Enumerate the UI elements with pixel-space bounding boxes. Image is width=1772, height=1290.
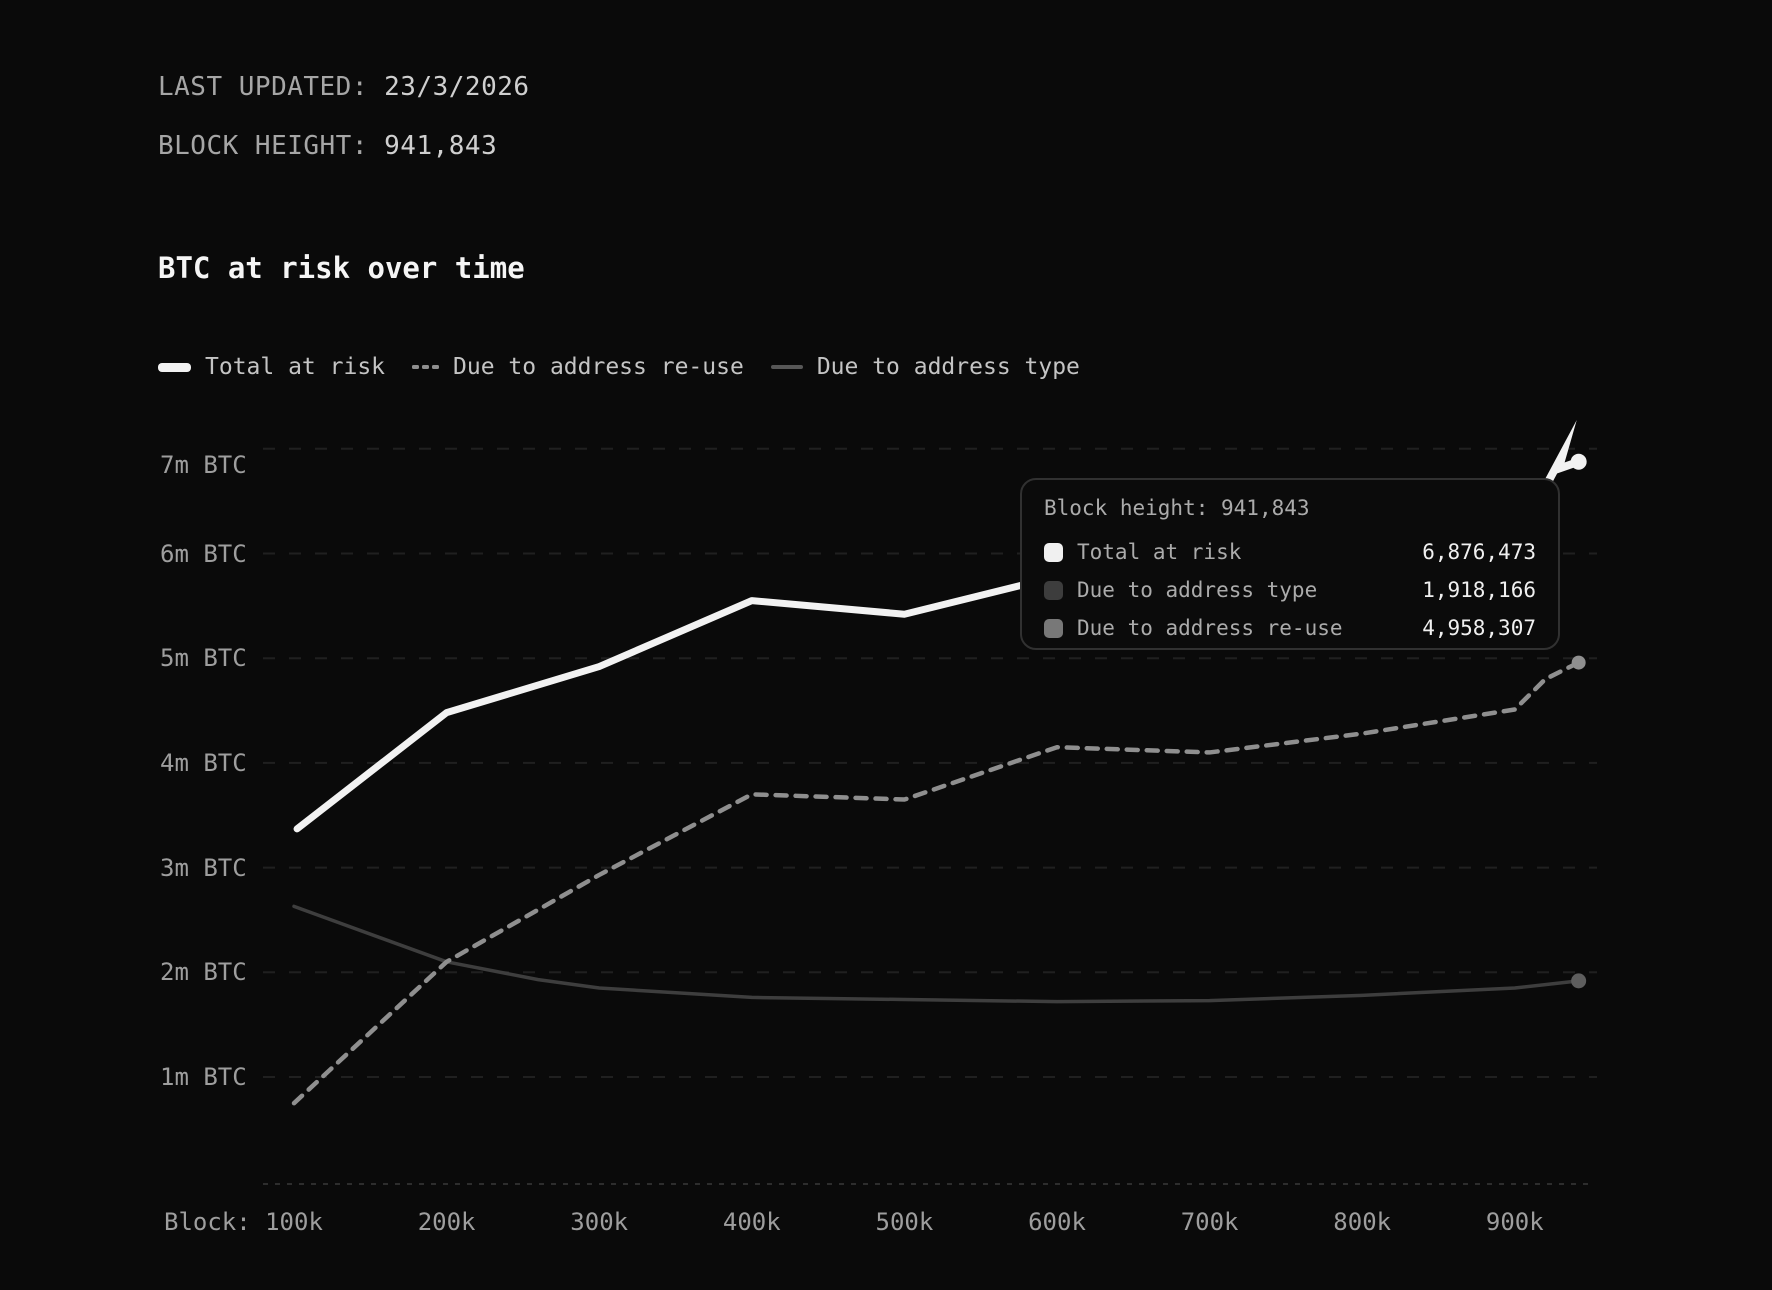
block-height-line: BLOCK HEIGHT: 941,843: [158, 132, 497, 160]
y-tick-label: 4m BTC: [160, 748, 247, 777]
tooltip-row-address-type: Due to address type 1,918,166: [1044, 571, 1536, 609]
tooltip-swatch-type-icon: [1044, 580, 1063, 600]
legend-item-address-reuse[interactable]: Due to address re-use: [412, 354, 744, 380]
legend-label-total: Total at risk: [205, 354, 386, 380]
block-height-label: BLOCK HEIGHT:: [158, 131, 385, 161]
tooltip-label-total: Total at risk: [1077, 540, 1242, 564]
last-updated-line: LAST UPDATED: 23/3/2026: [158, 73, 530, 101]
tooltip-label-type: Due to address type: [1077, 578, 1318, 602]
legend-item-total-at-risk[interactable]: Total at risk: [158, 354, 385, 380]
tooltip-value-total: 6,876,473: [1422, 540, 1536, 564]
tooltip-row-total: Total at risk 6,876,473: [1044, 533, 1536, 571]
tooltip-value-type: 1,918,166: [1422, 578, 1536, 602]
legend-marker-total-icon: [158, 362, 191, 372]
tooltip-swatch-reuse-icon: [1044, 618, 1063, 638]
y-tick-label: 1m BTC: [160, 1063, 247, 1091]
legend-label-reuse: Due to address re-use: [453, 354, 744, 380]
x-axis-title: Block:: [164, 1208, 251, 1236]
tooltip-swatch-total-icon: [1044, 542, 1063, 562]
x-tick-label: 400k: [722, 1208, 781, 1236]
tooltip-header-label: Block height:: [1044, 496, 1222, 520]
legend-label-type: Due to address type: [816, 354, 1080, 380]
x-tick-label: 300k: [570, 1208, 629, 1236]
x-tick-label: 700k: [1180, 1208, 1239, 1236]
x-tick-label: 100k: [265, 1208, 323, 1236]
legend-item-address-type[interactable]: Due to address type: [770, 354, 1080, 380]
chart-tooltip: Block height: 941,843 Total at risk 6,87…: [1020, 478, 1560, 650]
endpoint-dot-due-to-address-type: [1571, 973, 1587, 989]
x-tick-label: 200k: [417, 1208, 476, 1236]
y-tick-label: 5m BTC: [160, 644, 247, 673]
last-updated-label: LAST UPDATED:: [158, 72, 385, 102]
y-tick-label: 7m BTC: [160, 450, 247, 479]
y-tick-label: 3m BTC: [160, 853, 247, 882]
endpoint-dot-total-at-risk: [1570, 453, 1587, 470]
legend-marker-reuse-icon: [412, 364, 440, 370]
x-tick-label: 800k: [1333, 1208, 1392, 1236]
chart-legend: Total at risk Due to address re-use Due …: [158, 354, 1080, 380]
page-title: BTC at risk over time: [158, 251, 525, 285]
legend-marker-type-icon: [770, 365, 803, 369]
last-updated-value: 23/3/2026: [384, 72, 530, 102]
tooltip-row-address-reuse: Due to address re-use 4,958,307: [1044, 609, 1536, 647]
series-line-due-to-address-type: [292, 904, 1581, 1004]
series-line-due-to-address-re-use: [291, 660, 1581, 1106]
y-tick-label: 6m BTC: [160, 539, 247, 568]
block-height-value: 941,843: [384, 131, 498, 161]
endpoint-dot-due-to-address-re-use: [1571, 655, 1586, 670]
tooltip-label-reuse: Due to address re-use: [1077, 616, 1343, 640]
tooltip-header: Block height: 941,843: [1044, 495, 1536, 522]
x-tick-label: 900k: [1485, 1208, 1544, 1236]
x-tick-label: 600k: [1028, 1208, 1086, 1236]
x-tick-label: 500k: [875, 1208, 934, 1236]
tooltip-value-reuse: 4,958,307: [1422, 616, 1536, 640]
tooltip-header-value: 941,843: [1221, 496, 1310, 520]
y-tick-label: 2m BTC: [160, 958, 247, 987]
